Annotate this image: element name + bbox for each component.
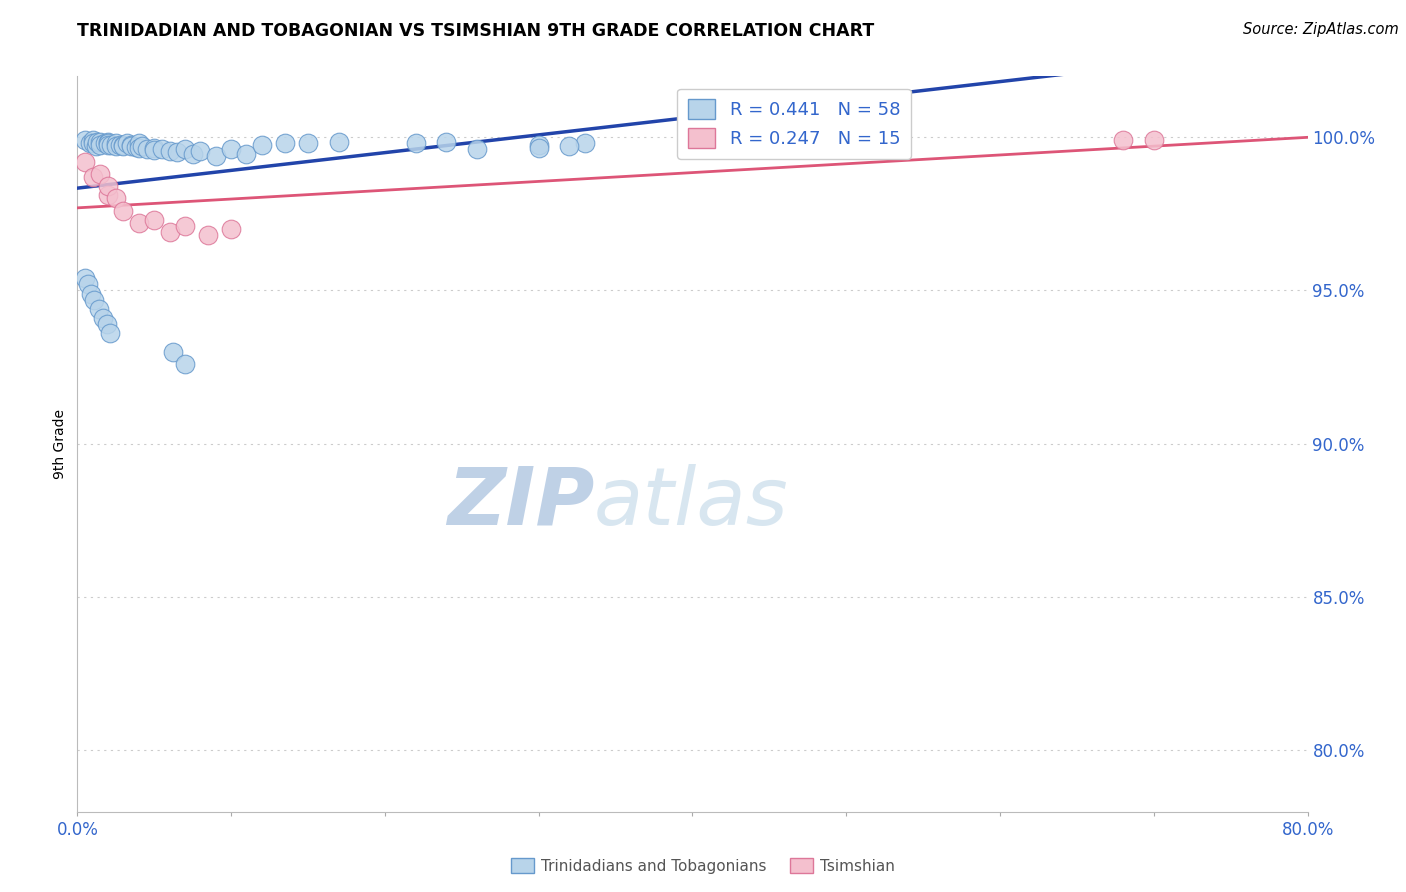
Legend: R = 0.441   N = 58, R = 0.247   N = 15: R = 0.441 N = 58, R = 0.247 N = 15 bbox=[678, 88, 911, 159]
Point bbox=[159, 144, 181, 158]
Point bbox=[97, 179, 120, 194]
Point bbox=[73, 154, 96, 169]
Point bbox=[297, 136, 319, 151]
Point bbox=[104, 192, 127, 206]
Point bbox=[87, 301, 110, 316]
Point bbox=[204, 148, 226, 162]
Point bbox=[143, 213, 166, 227]
Point bbox=[1112, 133, 1135, 147]
Point bbox=[94, 136, 117, 151]
Point bbox=[97, 135, 120, 149]
Point bbox=[110, 137, 132, 152]
Point bbox=[112, 203, 135, 218]
Point bbox=[131, 139, 153, 153]
Point bbox=[84, 139, 107, 153]
Point bbox=[166, 145, 188, 160]
Point bbox=[436, 135, 458, 149]
Point bbox=[82, 133, 104, 147]
Y-axis label: 9th Grade: 9th Grade bbox=[53, 409, 67, 479]
Point bbox=[77, 277, 100, 292]
Point bbox=[120, 139, 142, 153]
Point bbox=[135, 142, 157, 156]
Point bbox=[104, 136, 127, 151]
Point bbox=[159, 225, 181, 239]
Point bbox=[128, 141, 150, 155]
Point bbox=[558, 139, 581, 153]
Point bbox=[219, 142, 242, 156]
Point bbox=[235, 147, 257, 161]
Text: Source: ZipAtlas.com: Source: ZipAtlas.com bbox=[1243, 22, 1399, 37]
Point bbox=[115, 136, 138, 151]
Point bbox=[1143, 133, 1166, 147]
Point bbox=[181, 147, 204, 161]
Point bbox=[197, 228, 219, 243]
Point bbox=[174, 357, 197, 371]
Point bbox=[527, 141, 550, 155]
Point bbox=[80, 286, 103, 301]
Text: TRINIDADIAN AND TOBAGONIAN VS TSIMSHIAN 9TH GRADE CORRELATION CHART: TRINIDADIAN AND TOBAGONIAN VS TSIMSHIAN … bbox=[77, 22, 875, 40]
Point bbox=[143, 143, 166, 157]
Point bbox=[250, 137, 273, 152]
Point bbox=[97, 137, 120, 152]
Point bbox=[219, 222, 242, 236]
Point bbox=[89, 135, 111, 149]
Legend: Trinidadians and Tobagonians, Tsimshian: Trinidadians and Tobagonians, Tsimshian bbox=[505, 852, 901, 880]
Point bbox=[328, 135, 350, 149]
Point bbox=[128, 216, 150, 230]
Point bbox=[86, 135, 108, 149]
Point bbox=[82, 136, 104, 151]
Point bbox=[112, 137, 135, 152]
Point bbox=[120, 137, 142, 152]
Point bbox=[97, 136, 120, 151]
Point bbox=[150, 142, 173, 156]
Text: atlas: atlas bbox=[595, 464, 789, 541]
Point bbox=[128, 136, 150, 151]
Point bbox=[73, 271, 96, 285]
Point bbox=[79, 136, 101, 151]
Point bbox=[188, 144, 212, 158]
Point bbox=[89, 137, 111, 152]
Point bbox=[465, 142, 488, 156]
Point bbox=[98, 326, 121, 341]
Point bbox=[274, 136, 297, 151]
Point bbox=[93, 311, 115, 326]
Point bbox=[125, 140, 148, 154]
Point bbox=[104, 139, 127, 153]
Point bbox=[97, 188, 120, 202]
Text: ZIP: ZIP bbox=[447, 464, 595, 541]
Point bbox=[100, 137, 122, 152]
Point bbox=[405, 136, 427, 151]
Point bbox=[174, 219, 197, 233]
Point bbox=[83, 293, 105, 307]
Point bbox=[82, 169, 104, 184]
Point bbox=[574, 136, 596, 151]
Point bbox=[96, 317, 118, 331]
Point bbox=[89, 167, 111, 181]
Point bbox=[143, 141, 166, 155]
Point bbox=[162, 344, 184, 359]
Point bbox=[112, 139, 135, 153]
Point bbox=[174, 142, 197, 156]
Point bbox=[73, 133, 96, 147]
Point bbox=[527, 137, 550, 152]
